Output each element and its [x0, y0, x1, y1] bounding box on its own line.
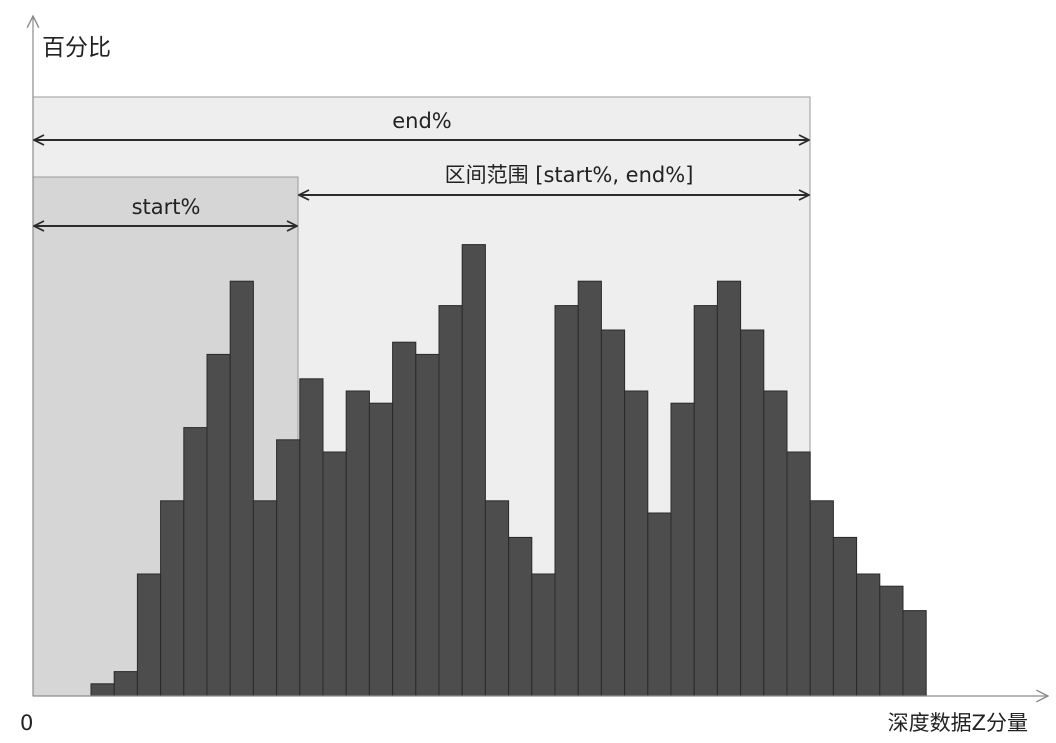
histogram-bar [345, 390, 370, 697]
histogram-bar [252, 500, 278, 697]
histogram-bar [624, 390, 649, 697]
histogram-bar [183, 427, 208, 697]
origin-label: 0 [20, 711, 33, 735]
histogram-bar [809, 500, 834, 697]
histogram-bar [276, 439, 301, 697]
histogram-bar [531, 573, 556, 697]
histogram-bar [160, 500, 185, 697]
histogram-bar [113, 671, 138, 697]
end-percent-label: end% [392, 109, 452, 133]
histogram-bar [740, 329, 765, 697]
histogram-bar [693, 305, 718, 697]
histogram-bar [856, 573, 881, 697]
x-axis-label: 深度数据Z分量 [888, 711, 1028, 735]
histogram-bar [832, 536, 858, 697]
histogram-bar [879, 585, 904, 697]
histogram-bar [484, 500, 510, 697]
histogram-bar [90, 683, 115, 697]
histogram-bar [392, 341, 417, 697]
histogram-bar [229, 280, 254, 697]
histogram-bar [322, 451, 347, 697]
histogram-bar [136, 573, 162, 697]
histogram-bar [415, 353, 440, 697]
histogram-bar [600, 329, 626, 697]
histogram-bar [763, 390, 788, 697]
histogram-bar [508, 536, 533, 697]
histogram-bars [90, 244, 927, 697]
histogram-bar [577, 280, 602, 697]
histogram-bar [438, 305, 463, 697]
histogram-bar [299, 378, 324, 697]
histogram-bar [647, 512, 672, 697]
start-percent-label: start% [132, 195, 201, 219]
histogram-bar [461, 244, 486, 697]
range-label: 区间范围 [start%, end%] [445, 163, 694, 187]
histogram-bar [206, 353, 231, 697]
histogram-bar [670, 402, 695, 697]
histogram-bar [554, 305, 579, 697]
y-axis-label: 百分比 [42, 35, 111, 61]
histogram-bar [716, 280, 742, 697]
histogram-bar [902, 610, 927, 697]
histogram-bar [368, 402, 394, 697]
histogram-bar [786, 451, 811, 697]
